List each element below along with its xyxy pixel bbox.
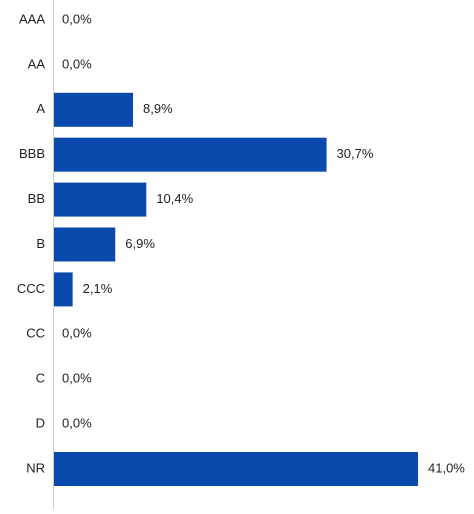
bar <box>54 227 116 262</box>
y-tick-label: A <box>36 101 45 116</box>
y-tick-label: CCC <box>17 281 45 296</box>
bar <box>54 452 418 486</box>
y-tick-label: NR <box>26 460 45 475</box>
data-label: 2,1% <box>83 281 113 296</box>
y-tick-label: AAA <box>19 11 45 26</box>
y-tick-label: B <box>36 236 45 251</box>
y-tick-label: AA <box>28 56 46 71</box>
bar <box>54 182 147 217</box>
data-label: 0,0% <box>62 371 92 386</box>
bar <box>54 92 134 127</box>
data-label: 41,0% <box>428 460 465 475</box>
y-tick-label: D <box>36 416 45 431</box>
data-label: 30,7% <box>337 146 374 161</box>
y-tick-label: CC <box>26 326 45 341</box>
data-label: 8,9% <box>143 101 173 116</box>
data-label: 0,0% <box>62 56 92 71</box>
data-label: 0,0% <box>62 326 92 341</box>
bar <box>54 137 327 172</box>
y-tick-label: BB <box>28 191 45 206</box>
y-tick-label: BBB <box>19 146 45 161</box>
bar <box>54 272 73 307</box>
data-label: 0,0% <box>62 11 92 26</box>
y-tick-label: C <box>36 371 45 386</box>
data-label: 6,9% <box>125 236 155 251</box>
data-label: 10,4% <box>156 191 193 206</box>
data-label: 0,0% <box>62 416 92 431</box>
